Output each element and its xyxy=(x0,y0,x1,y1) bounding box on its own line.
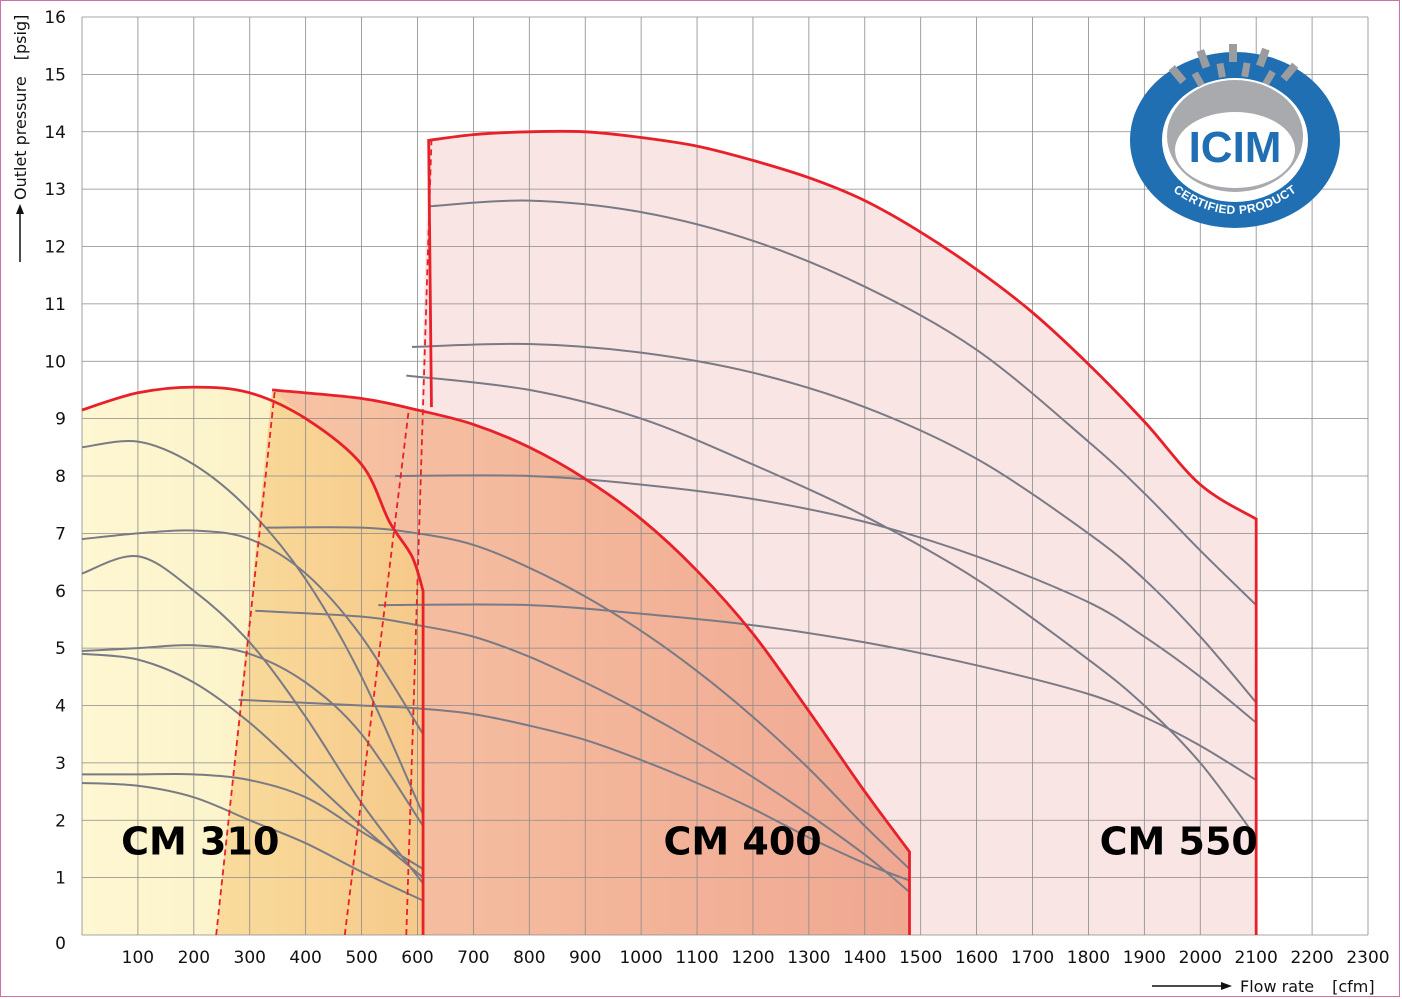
dashed-boundary xyxy=(215,389,276,936)
performance-curve xyxy=(238,698,910,882)
envelope-outlines xyxy=(81,129,1258,936)
y-axis-unit: [psig] xyxy=(11,15,30,61)
y-tick-label: 13 xyxy=(44,180,66,200)
performance-curve xyxy=(81,555,424,885)
y-tick-label: 6 xyxy=(55,582,66,602)
x-tick-label: 1400 xyxy=(843,948,886,968)
dashed-boundary xyxy=(343,407,410,936)
x-tick-label: 1500 xyxy=(899,948,942,968)
y-tick-label: 11 xyxy=(44,295,66,315)
y-tick-label: 3 xyxy=(55,754,66,774)
y-tick-label: 1 xyxy=(55,869,66,889)
x-tick-label: 1000 xyxy=(619,948,662,968)
x-tick-label: 1600 xyxy=(955,948,998,968)
dashed-boundary xyxy=(405,140,433,936)
y-axis-label: Outlet pressure xyxy=(11,76,30,200)
performance-curve xyxy=(81,644,424,827)
x-tick-label: 600 xyxy=(401,948,433,968)
envelope-cm-400 xyxy=(271,388,911,936)
region-label: CM 400 xyxy=(663,820,821,864)
x-tick-label: 500 xyxy=(345,948,377,968)
y-tick-label: 7 xyxy=(55,524,66,544)
y-tick-label: 12 xyxy=(44,238,66,258)
x-tick-label: 2000 xyxy=(1179,948,1222,968)
x-tick-label: 1800 xyxy=(1067,948,1110,968)
x-tick-label: 2200 xyxy=(1290,948,1333,968)
performance-curve xyxy=(411,342,1257,704)
region-fill-overlap xyxy=(216,389,424,935)
x-tick-label: 900 xyxy=(569,948,601,968)
y-tick-label: 16 xyxy=(44,8,66,28)
region-label: CM 310 xyxy=(121,820,279,864)
x-axis-title: Flow rate [cfm] xyxy=(1152,977,1375,996)
performance-curve xyxy=(82,772,424,870)
region-labels: CM 310 CM 400 CM 550 xyxy=(121,820,1258,864)
performance-curve xyxy=(378,603,1257,781)
y-tick-label: 8 xyxy=(55,467,66,487)
y-tick-label: 4 xyxy=(55,697,66,717)
y-tick-label: 2 xyxy=(55,811,66,831)
seal-title: ICIM xyxy=(1189,123,1282,172)
x-tick-label: 1900 xyxy=(1123,948,1166,968)
y-tick-label: 15 xyxy=(44,65,66,85)
x-tick-label: 800 xyxy=(513,948,545,968)
y-tick-label: 5 xyxy=(55,639,66,659)
performance-curve xyxy=(81,439,425,815)
x-tick-label: 1100 xyxy=(675,948,718,968)
y-tick-label: 0 xyxy=(55,934,66,954)
svg-text:Flow rate[cfm]: Flow rate [cfm] xyxy=(1240,977,1375,996)
certification-seal: ICIM CERTIFIED PRODUCT xyxy=(1130,44,1340,228)
y-tick-label: 10 xyxy=(44,352,66,372)
performance-curve xyxy=(81,782,424,902)
performance-curve xyxy=(266,526,911,870)
region-label: CM 550 xyxy=(1100,820,1258,864)
y-tick-label: 9 xyxy=(55,410,66,430)
dashed-boundaries xyxy=(215,140,433,936)
y-tick-label: 14 xyxy=(44,123,66,143)
performance-curve xyxy=(81,529,424,735)
y-axis-title: Outlet pressure [psig] xyxy=(11,15,30,262)
envelope-cm-550 xyxy=(427,129,1258,936)
x-tick-label: 2100 xyxy=(1235,948,1278,968)
seal-sunburst-icon xyxy=(1168,44,1299,88)
x-tick-label: 1300 xyxy=(787,948,830,968)
performance-curve xyxy=(395,474,1257,724)
performance-curve xyxy=(81,652,424,879)
performance-curve xyxy=(428,199,1257,606)
x-tick-label: 300 xyxy=(234,948,266,968)
performance-curve xyxy=(255,609,911,893)
x-tick-label: 1200 xyxy=(731,948,774,968)
region-fills xyxy=(82,131,1257,936)
performance-curves xyxy=(81,199,1258,902)
envelope-cm-310 xyxy=(81,385,425,936)
grid-lines xyxy=(81,16,1369,936)
x-tick-label: 2300 xyxy=(1346,948,1389,968)
x-axis-label: Flow rate xyxy=(1240,977,1314,996)
region-fill-cm-400 xyxy=(272,389,910,935)
x-tick-label: 400 xyxy=(289,948,321,968)
x-tick-label: 100 xyxy=(122,948,154,968)
tick-labels: 100 200 300 400 500 600 700 800 900 1000 1100 1200 1… xyxy=(44,8,1389,968)
x-axis-unit: [cfm] xyxy=(1332,977,1375,996)
x-tick-label: 200 xyxy=(178,948,210,968)
svg-text:Outlet pressure[psig]: Outlet pressure [psig] xyxy=(11,15,30,200)
x-tick-label: 700 xyxy=(457,948,489,968)
x-tick-label: 1700 xyxy=(1011,948,1054,968)
